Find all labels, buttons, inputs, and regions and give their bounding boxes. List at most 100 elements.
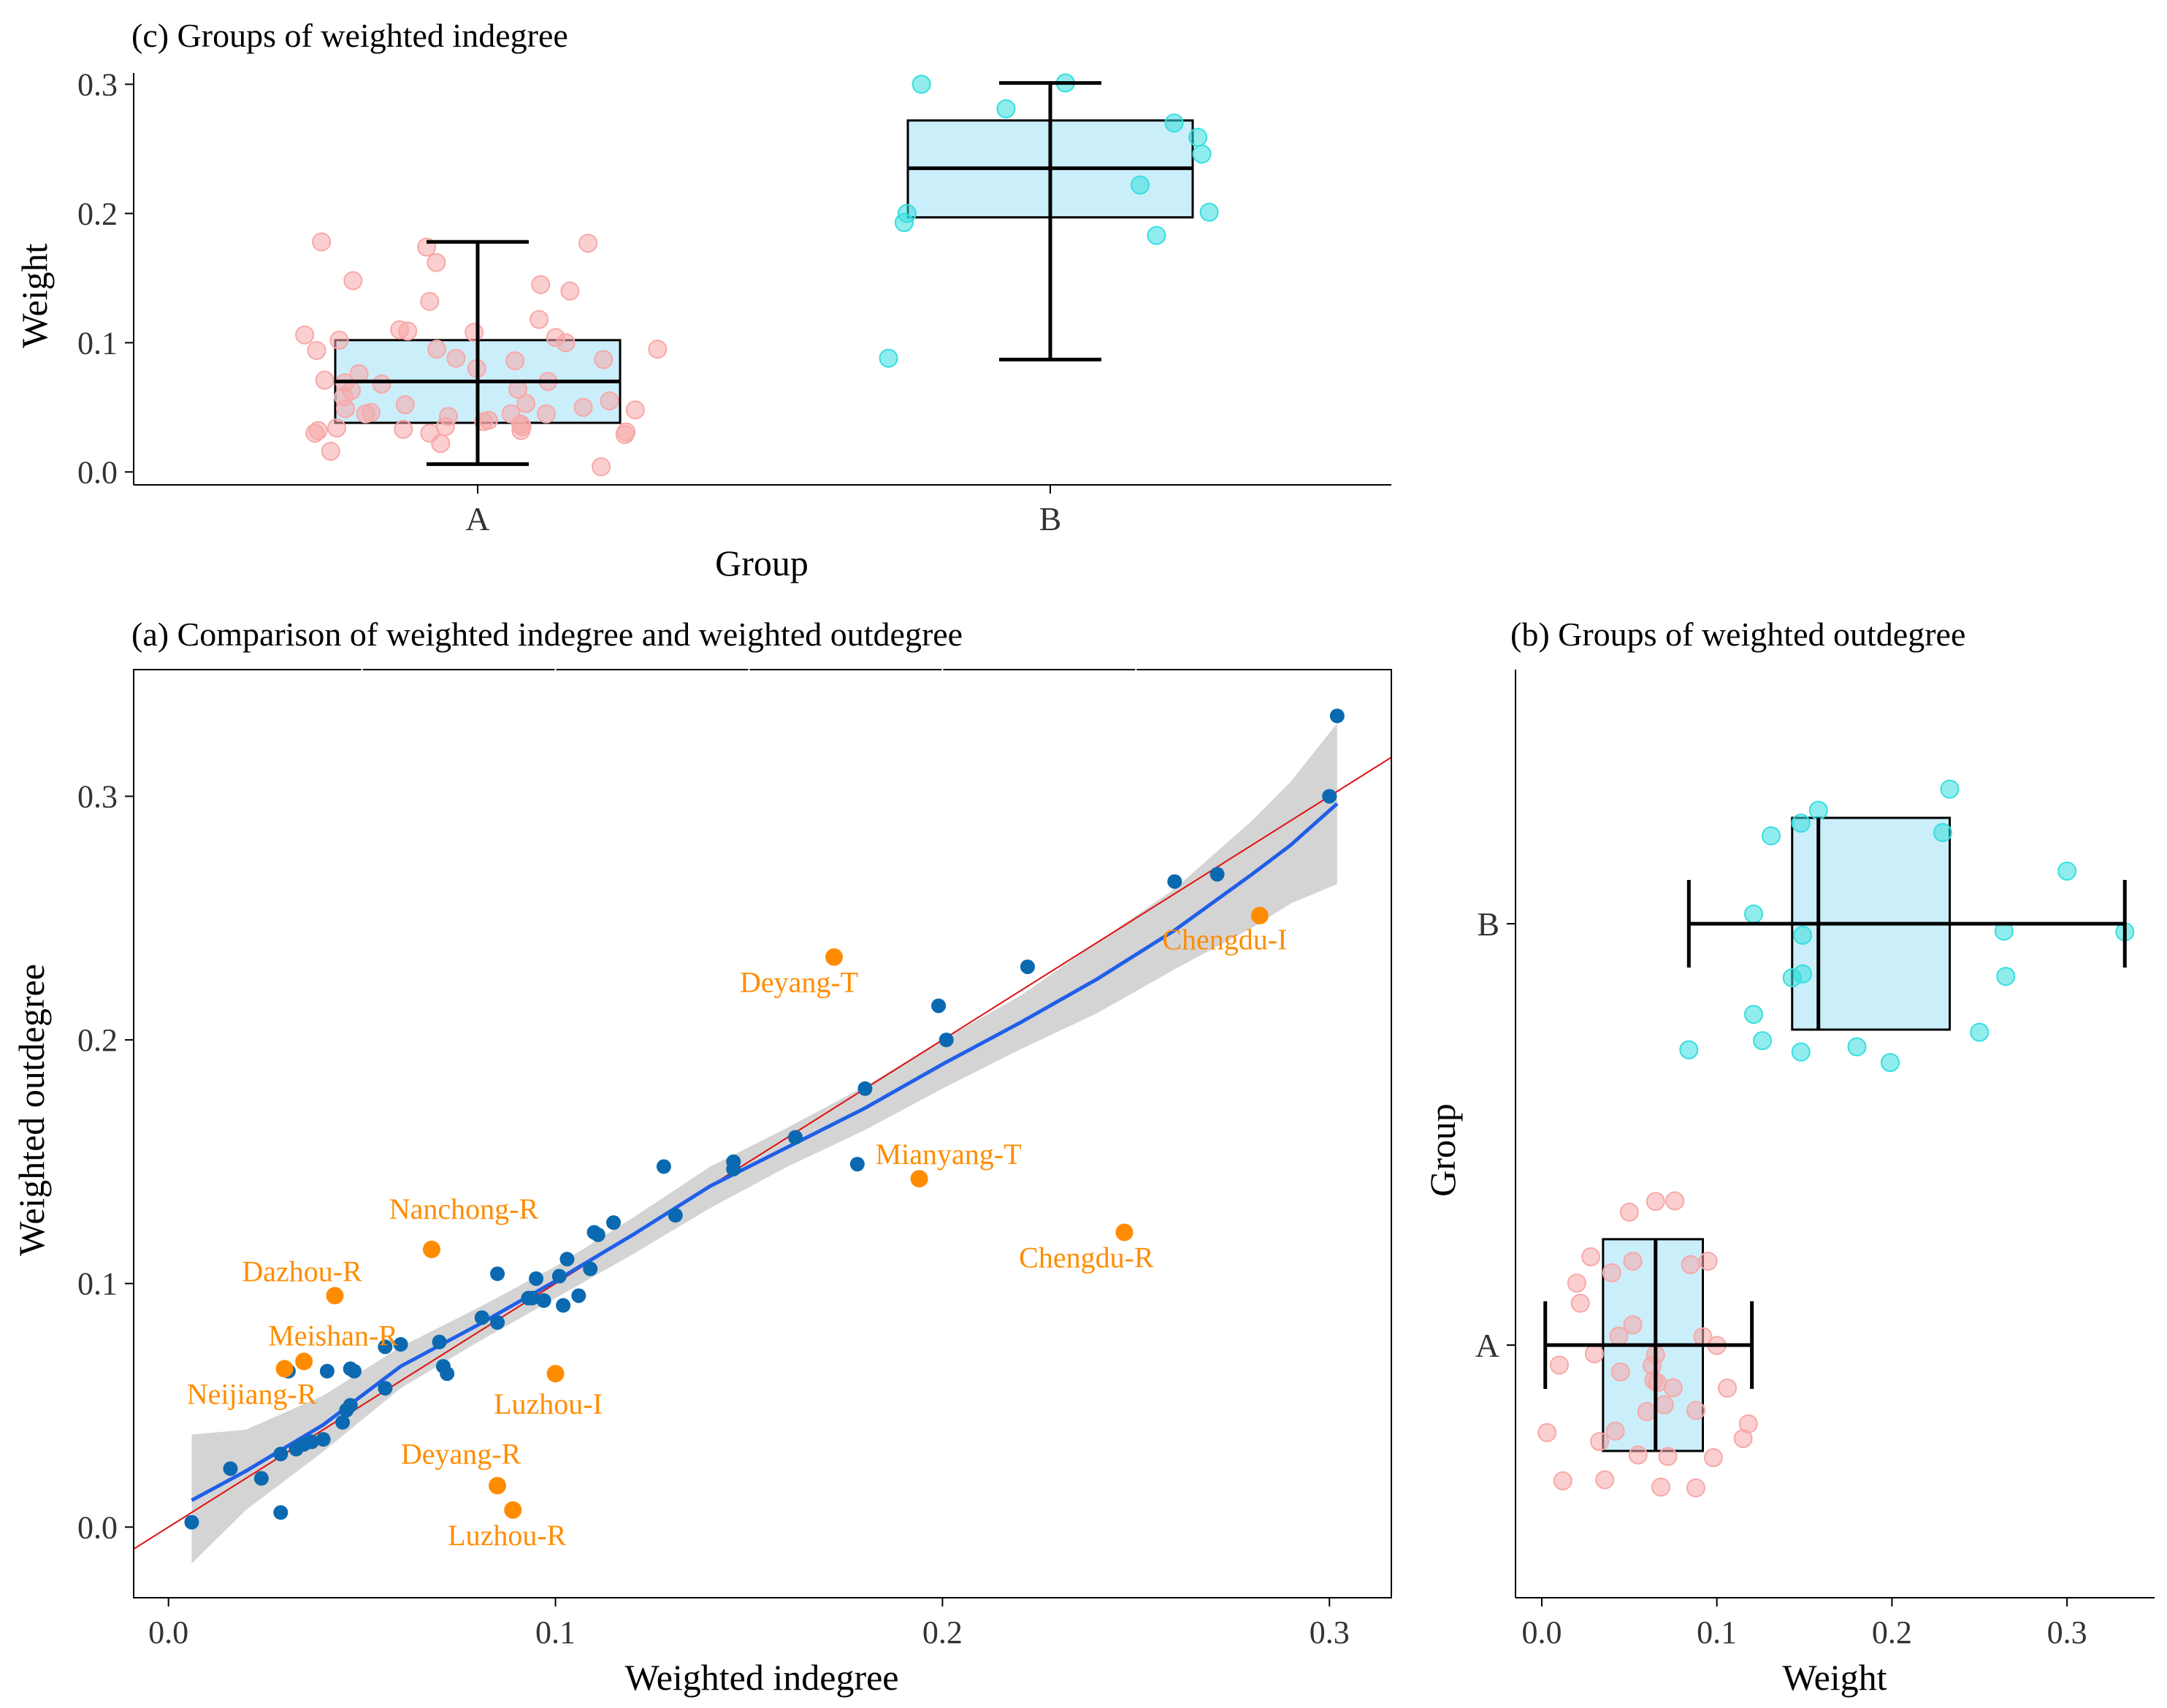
panel-a-point-label: Neijiang-R (187, 1377, 317, 1410)
panel-a-x-tick-label: 0.3 (1310, 1615, 1350, 1650)
panel-b-point-A (1610, 1362, 1630, 1382)
panel-c-point-A (531, 275, 551, 294)
panel-a-point-label: Mianyang-T (876, 1138, 1022, 1171)
panel-b-point-B (1744, 1005, 1764, 1025)
panel-a-point (1329, 708, 1345, 724)
panel-b-point-A (1549, 1355, 1569, 1375)
panel-c-point-B (1147, 226, 1166, 245)
panel-a-point (536, 1293, 551, 1309)
panel-a-point (343, 1398, 358, 1413)
panel-b-point-B (1940, 779, 1960, 799)
panel-c-point-A (578, 234, 598, 253)
panel-c-point-A (600, 391, 619, 410)
panel-a-point (583, 1261, 598, 1276)
panel-a-point (378, 1381, 393, 1396)
panel-c-point-A (537, 404, 557, 424)
panel-a-point (378, 1339, 393, 1355)
panel-a-title: (a) Comparison of weighted indegree and … (131, 616, 963, 653)
panel-b-point-A (1605, 1421, 1625, 1441)
panel-c-point-A (573, 397, 593, 417)
panel-c-point-A (625, 400, 645, 420)
panel-b-marks: 0.0 0.1 0.2 0.3 A B (1475, 670, 2155, 1650)
panel-a-point (590, 1227, 605, 1242)
panel-a-reference-line (134, 757, 1391, 1550)
panel-a-highlighted-point (825, 948, 844, 966)
panel-b-point-B (1996, 967, 2016, 987)
panel-a-point (490, 1266, 505, 1282)
panel-b-point-A (1718, 1378, 1738, 1398)
panel-b-point-A (1686, 1478, 1705, 1498)
panel-b-x-tick-label: 0.2 (1872, 1615, 1912, 1650)
panel-b-x-axis-label: Weight (1782, 1657, 1887, 1698)
panel-b-point-A (1681, 1255, 1700, 1274)
panel-b-point-B (1744, 904, 1764, 924)
panel-c-point-A (420, 291, 440, 311)
panel-a-highlighted-point (326, 1287, 344, 1305)
panel-a-plot-area (134, 708, 1391, 1564)
panel-c-point-A (616, 422, 636, 442)
panel-c-point-A (516, 394, 536, 413)
panel-b-point-A (1637, 1402, 1656, 1422)
panel-c-point-A (560, 281, 580, 301)
panel-a-y-tick-label: 0.0 (77, 1509, 118, 1545)
panel-c-title: (c) Groups of weighted indegree (131, 17, 568, 54)
panel-c-point-A (356, 404, 375, 424)
panel-a-confidence-band (191, 723, 1337, 1564)
panel-a-highlighted-point (422, 1240, 440, 1258)
panel-a-point (551, 1268, 567, 1284)
panel-c-point-A (321, 441, 340, 461)
panel-a-point (440, 1366, 455, 1382)
panel-c-point-B (1188, 127, 1208, 147)
panel-a-point (1167, 874, 1182, 889)
panel-b-point-B (1679, 1040, 1699, 1060)
panel-a-point (606, 1215, 622, 1230)
panel-c-point-A (327, 418, 347, 438)
panel-c-point-B (894, 212, 914, 232)
panel-a-point (1322, 789, 1337, 804)
panel-b-point-A (1537, 1422, 1557, 1442)
panel-c-point-A (530, 310, 549, 329)
panel-a-y-axis-label: Weighted outdegree (11, 964, 52, 1256)
panel-a-point (490, 1315, 505, 1330)
panel-a-comparison-scatter: (a) Comparison of weighted indegree and … (11, 616, 1392, 1698)
panel-b-y-tick-label: B (1477, 905, 1499, 943)
panel-b-point-A (1553, 1471, 1572, 1490)
panel-b-x-tick-label: 0.3 (2047, 1615, 2087, 1650)
panel-c-y-axis-label: Weight (14, 243, 55, 348)
panel-a-point (223, 1461, 238, 1477)
panel-a-y-tick-label: 0.1 (77, 1266, 118, 1302)
panel-a-point-label: Chengdu-I (1162, 923, 1287, 956)
panel-a-point (474, 1310, 489, 1325)
panel-a-highlighted-point (295, 1352, 313, 1371)
panel-c-point-A (305, 424, 325, 443)
panel-a-point (571, 1288, 586, 1303)
panel-c-point-A (546, 328, 565, 348)
panel-b-point-A (1646, 1192, 1665, 1211)
panel-c-point-A (501, 404, 521, 424)
panel-a-point-label: Nanchong-R (389, 1192, 539, 1225)
panel-a-point (656, 1159, 671, 1174)
panel-a-point (931, 998, 947, 1014)
panel-b-point-A (1623, 1315, 1643, 1335)
panel-c-indegree-groups: (c) Groups of weighted indegree 0.00.10.… (14, 17, 1391, 583)
panel-b-point-A (1628, 1445, 1648, 1465)
panel-c-point-B (1199, 202, 1219, 222)
panel-b-title: (b) Groups of weighted outdegree (1510, 616, 1965, 653)
panel-a-point-label: Deyang-R (401, 1438, 521, 1471)
panel-a-point (432, 1334, 447, 1349)
panel-c-point-A (329, 330, 349, 350)
panel-c-point-A (395, 395, 415, 415)
panel-b-point-A (1581, 1247, 1601, 1267)
panel-b-point-A (1584, 1344, 1604, 1363)
panel-a-highlighted-point (275, 1360, 294, 1378)
panel-a-highlighted-point (1115, 1223, 1134, 1241)
panel-c-point-A (648, 340, 668, 359)
panel-b-point-A (1665, 1191, 1685, 1211)
panel-a-smooth-line (191, 802, 1339, 1502)
panel-a-frame (133, 669, 1392, 1598)
panel-c-x-tick-label: A (465, 500, 489, 537)
panel-b-point-B (1762, 826, 1781, 846)
panel-c-point-A (594, 350, 614, 369)
panel-b-point-A (1654, 1395, 1674, 1414)
